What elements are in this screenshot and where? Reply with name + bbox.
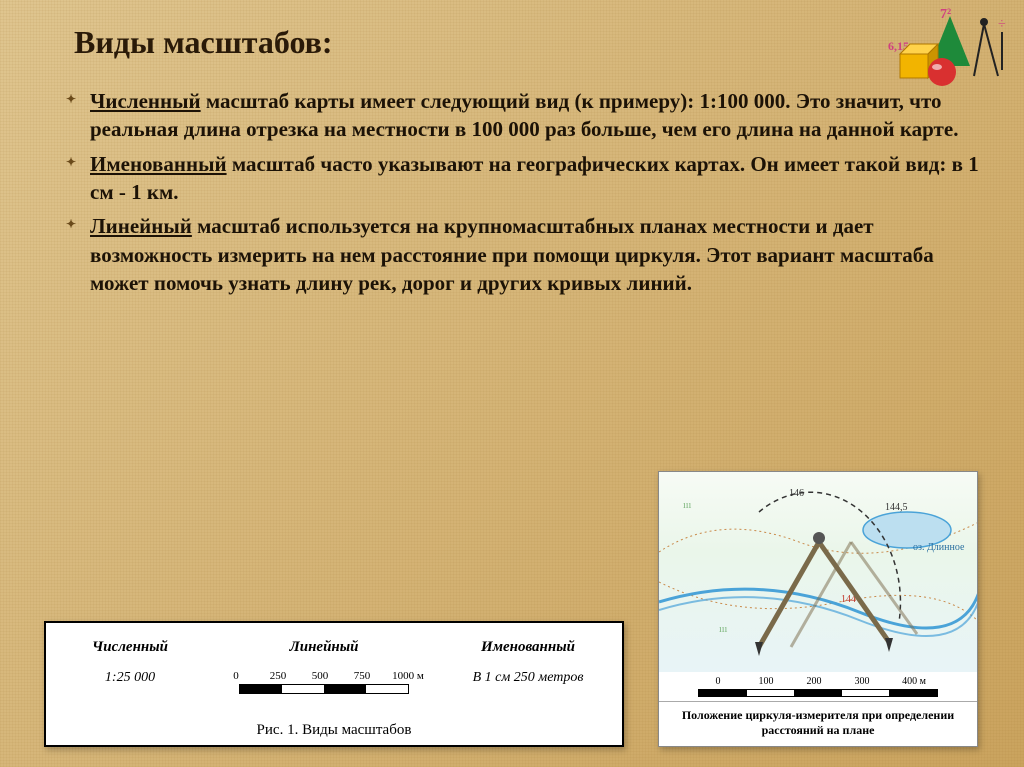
figure-scale-types: Численный 1:25 000 Линейный 0 250 500 75… <box>44 621 624 747</box>
col1-head: Численный <box>60 639 200 656</box>
map-scale-labels: 0 100 200 300 400 м <box>659 672 977 689</box>
col1-val: 1:25 000 <box>60 670 200 686</box>
map-scale-bar <box>698 689 938 697</box>
bullet-2: Именованный масштаб часто указывают на г… <box>66 150 980 207</box>
bullet-3-rest: масштаб используется на крупномасштабных… <box>90 214 934 295</box>
bullet-1: Численный масштаб карты имеет следующий … <box>66 87 980 144</box>
bullet-list: Численный масштаб карты имеет следующий … <box>66 87 980 297</box>
scale-segment <box>747 690 795 696</box>
svg-text:ııı: ııı <box>719 624 728 635</box>
svg-text:ııı: ııı <box>683 500 692 511</box>
bullet-2-term: Именованный <box>90 152 227 176</box>
linear-scale-bar <box>239 684 409 694</box>
scale-segment <box>282 685 324 693</box>
lake-label: оз. Длинное <box>913 542 965 553</box>
svg-text:144,5: 144,5 <box>885 502 908 513</box>
river-line <box>659 597 977 636</box>
bullet-3-term: Линейный <box>90 214 192 238</box>
col3-val: В 1 см 250 метров <box>448 670 608 686</box>
caliper-icon: ÷ <box>974 17 1006 76</box>
svg-text:÷: ÷ <box>998 17 1006 32</box>
scale-segment <box>324 685 366 693</box>
bullet-1-term: Численный <box>90 89 201 113</box>
scale-segment <box>889 690 937 696</box>
fig1-caption: Рис. 1. Виды масштабов <box>60 712 608 739</box>
scale-segment <box>842 690 890 696</box>
bullet-3: Линейный масштаб используется на крупном… <box>66 212 980 297</box>
scale-segment <box>366 685 408 693</box>
sphere-icon <box>928 58 956 86</box>
seven-icon: 7² <box>940 7 951 22</box>
col3-head: Именованный <box>448 639 608 656</box>
fig2-caption: Положение циркуля-измерителя при определ… <box>659 701 977 746</box>
scale-segment <box>794 690 842 696</box>
linear-labels: 0 250 500 750 1000 м <box>215 670 433 682</box>
col2-head: Линейный <box>289 639 358 656</box>
bullet-1-rest: масштаб карты имеет следующий вид (к при… <box>90 89 958 141</box>
scale-segment <box>240 685 282 693</box>
grass-marks: ııı ııı <box>683 500 728 635</box>
river-line <box>659 589 977 628</box>
scale-segment <box>699 690 747 696</box>
slide-title: Виды масштабов: <box>74 24 980 61</box>
map-svg: оз. Длинное 146 144,5 144 ıııııı <box>659 472 977 672</box>
corner-illustration: 6,15 7² ÷ <box>880 6 1010 86</box>
figure-map-compass: оз. Длинное 146 144,5 144 ıııııı <box>658 471 978 747</box>
